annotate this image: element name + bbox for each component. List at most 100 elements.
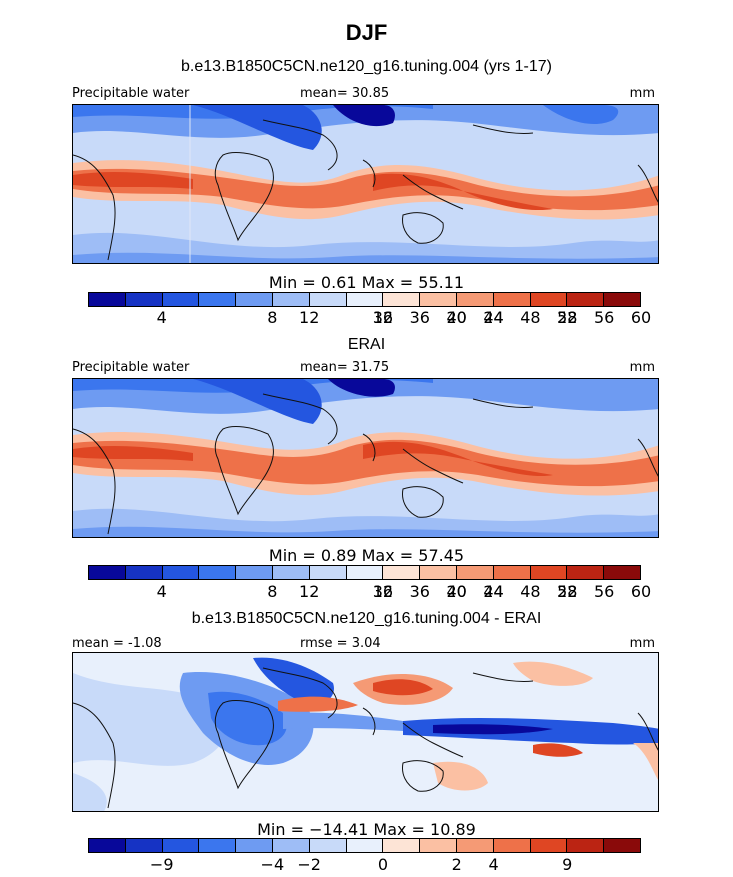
- panel-3-map: [72, 652, 659, 812]
- colorbar-tick-label: 60: [630, 308, 652, 327]
- colorbar-swatch: [383, 566, 421, 579]
- colorbar-swatch: [604, 566, 640, 579]
- colorbar-tick-label: 16: [372, 308, 394, 327]
- panel-3-map-field: [73, 653, 658, 811]
- colorbar-swatch: [420, 566, 457, 579]
- colorbar-tick-label: 20: [446, 582, 467, 601]
- colorbar-tick-label: 44: [483, 582, 504, 601]
- colorbar-tick-label: 48: [520, 308, 541, 327]
- colorbar-swatch: [162, 839, 200, 852]
- panel-3-colorbar: [88, 838, 641, 853]
- colorbar-tick-label: 52: [557, 308, 578, 327]
- panel-1-mean-label: mean= 30.85: [300, 86, 390, 101]
- colorbar-swatch: [162, 566, 200, 579]
- colorbar-swatch: [272, 293, 310, 306]
- colorbar-tick-label: 4: [488, 855, 499, 874]
- colorbar-tick-label: 8: [267, 308, 278, 327]
- panel-1-variable-label: Precipitable water: [72, 86, 190, 101]
- colorbar-tick-label: −4: [260, 855, 285, 874]
- panel-3-colorbar-labels: −9 −4 −2 0 2 4 9: [88, 855, 641, 874]
- colorbar-tick-label: 60: [630, 582, 652, 601]
- panel-3-minmax: Min = −14.41 Max = 10.89: [257, 820, 476, 839]
- colorbar-swatch: [530, 293, 568, 306]
- colorbar-swatch: [383, 293, 421, 306]
- colorbar-tick-label: 32: [372, 308, 394, 327]
- colorbar-tick-label: 9: [562, 855, 573, 874]
- colorbar-swatch: [604, 293, 640, 306]
- colorbar-swatch: [199, 293, 237, 306]
- colorbar-swatch: [493, 566, 531, 579]
- panel-1-colorbar-labels: 4 8 12 16 20 24 28 32 36 40 44 48 52 56 60: [88, 308, 652, 327]
- colorbar-swatch: [89, 293, 126, 306]
- figure-title: DJF: [345, 20, 388, 45]
- panel-2-colorbar: [88, 565, 641, 580]
- colorbar-swatch: [199, 839, 237, 852]
- panel-2-title: ERAI: [347, 336, 386, 353]
- colorbar-tick-label: 0: [377, 855, 389, 874]
- colorbar-swatch: [236, 293, 273, 306]
- colorbar-tick-label: 36: [409, 582, 430, 601]
- colorbar-swatch: [456, 566, 494, 579]
- colorbar-swatch: [346, 293, 384, 306]
- colorbar-swatch: [346, 839, 384, 852]
- colorbar-swatch: [309, 566, 347, 579]
- colorbar-tick-label: 20: [446, 308, 467, 327]
- colorbar-tick-label: 52: [557, 582, 578, 601]
- panel-1-minmax: Min = 0.61 Max = 55.11: [268, 273, 465, 292]
- colorbar-swatch: [567, 839, 605, 852]
- colorbar-swatch: [236, 839, 273, 852]
- colorbar-swatch: [125, 839, 163, 852]
- colorbar-tick-label: −9: [149, 855, 174, 874]
- panel-1-title: b.e13.B1850C5CN.ne120_g16.tuning.004 (yr…: [181, 58, 552, 75]
- colorbar-tick-label: −2: [297, 855, 321, 874]
- colorbar-tick-label: 56: [593, 308, 615, 327]
- panel-3-rmse-label: rmse = 3.04: [300, 636, 381, 651]
- colorbar-tick-label: 40: [446, 308, 467, 327]
- colorbar-swatch: [567, 566, 605, 579]
- colorbar-swatch: [272, 839, 310, 852]
- colorbar-swatch: [309, 293, 347, 306]
- panel-2-minmax: Min = 0.89 Max = 57.45: [268, 546, 465, 565]
- colorbar-swatch: [604, 839, 640, 852]
- colorbar-swatch: [89, 839, 126, 852]
- panel-2-mean-label: mean= 31.75: [300, 360, 390, 375]
- colorbar-swatch: [346, 566, 384, 579]
- colorbar-tick-label: 56: [593, 582, 615, 601]
- panel-1-units-label: mm: [629, 86, 655, 101]
- colorbar-tick-label: 2: [451, 855, 462, 874]
- colorbar-swatch: [493, 839, 531, 852]
- colorbar-swatch: [272, 566, 310, 579]
- colorbar-swatch: [456, 839, 494, 852]
- colorbar-tick-label: 24: [483, 582, 504, 601]
- colorbar-swatch: [420, 293, 457, 306]
- colorbar-swatch: [493, 293, 531, 306]
- colorbar-tick-label: 8: [267, 582, 278, 601]
- colorbar-swatch: [567, 293, 605, 306]
- colorbar-swatch: [236, 566, 273, 579]
- colorbar-tick-label: 28: [557, 308, 578, 327]
- colorbar-tick-label: 12: [299, 582, 320, 601]
- colorbar-tick-label: 16: [372, 582, 394, 601]
- panel-3-title: b.e13.B1850C5CN.ne120_g16.tuning.004 - E…: [191, 610, 542, 627]
- colorbar-tick-label: 32: [372, 582, 394, 601]
- panel-3-units-label: mm: [629, 636, 655, 651]
- panel-2-colorbar-labels: 4 8 12 16 20 24 28 32 36 40 44 48 52 56 60: [88, 582, 652, 601]
- colorbar-swatch: [530, 566, 568, 579]
- panel-2-map: [72, 378, 659, 538]
- panel-1-map-field: [73, 105, 658, 263]
- colorbar-swatch: [199, 566, 237, 579]
- panel-2-variable-label: Precipitable water: [72, 360, 190, 375]
- colorbar-swatch: [456, 293, 494, 306]
- colorbar-swatch: [125, 566, 163, 579]
- colorbar-tick-label: 12: [299, 308, 320, 327]
- colorbar-swatch: [420, 839, 457, 852]
- colorbar-swatch: [309, 839, 347, 852]
- colorbar-tick-label: 28: [557, 582, 578, 601]
- colorbar-swatch: [530, 839, 568, 852]
- panel-1-colorbar: [88, 292, 641, 307]
- panel-2-map-field: [73, 379, 658, 537]
- panel-1-map: [72, 104, 659, 264]
- colorbar-swatch: [89, 566, 126, 579]
- colorbar-tick-label: 24: [483, 308, 504, 327]
- colorbar-tick-label: 40: [446, 582, 467, 601]
